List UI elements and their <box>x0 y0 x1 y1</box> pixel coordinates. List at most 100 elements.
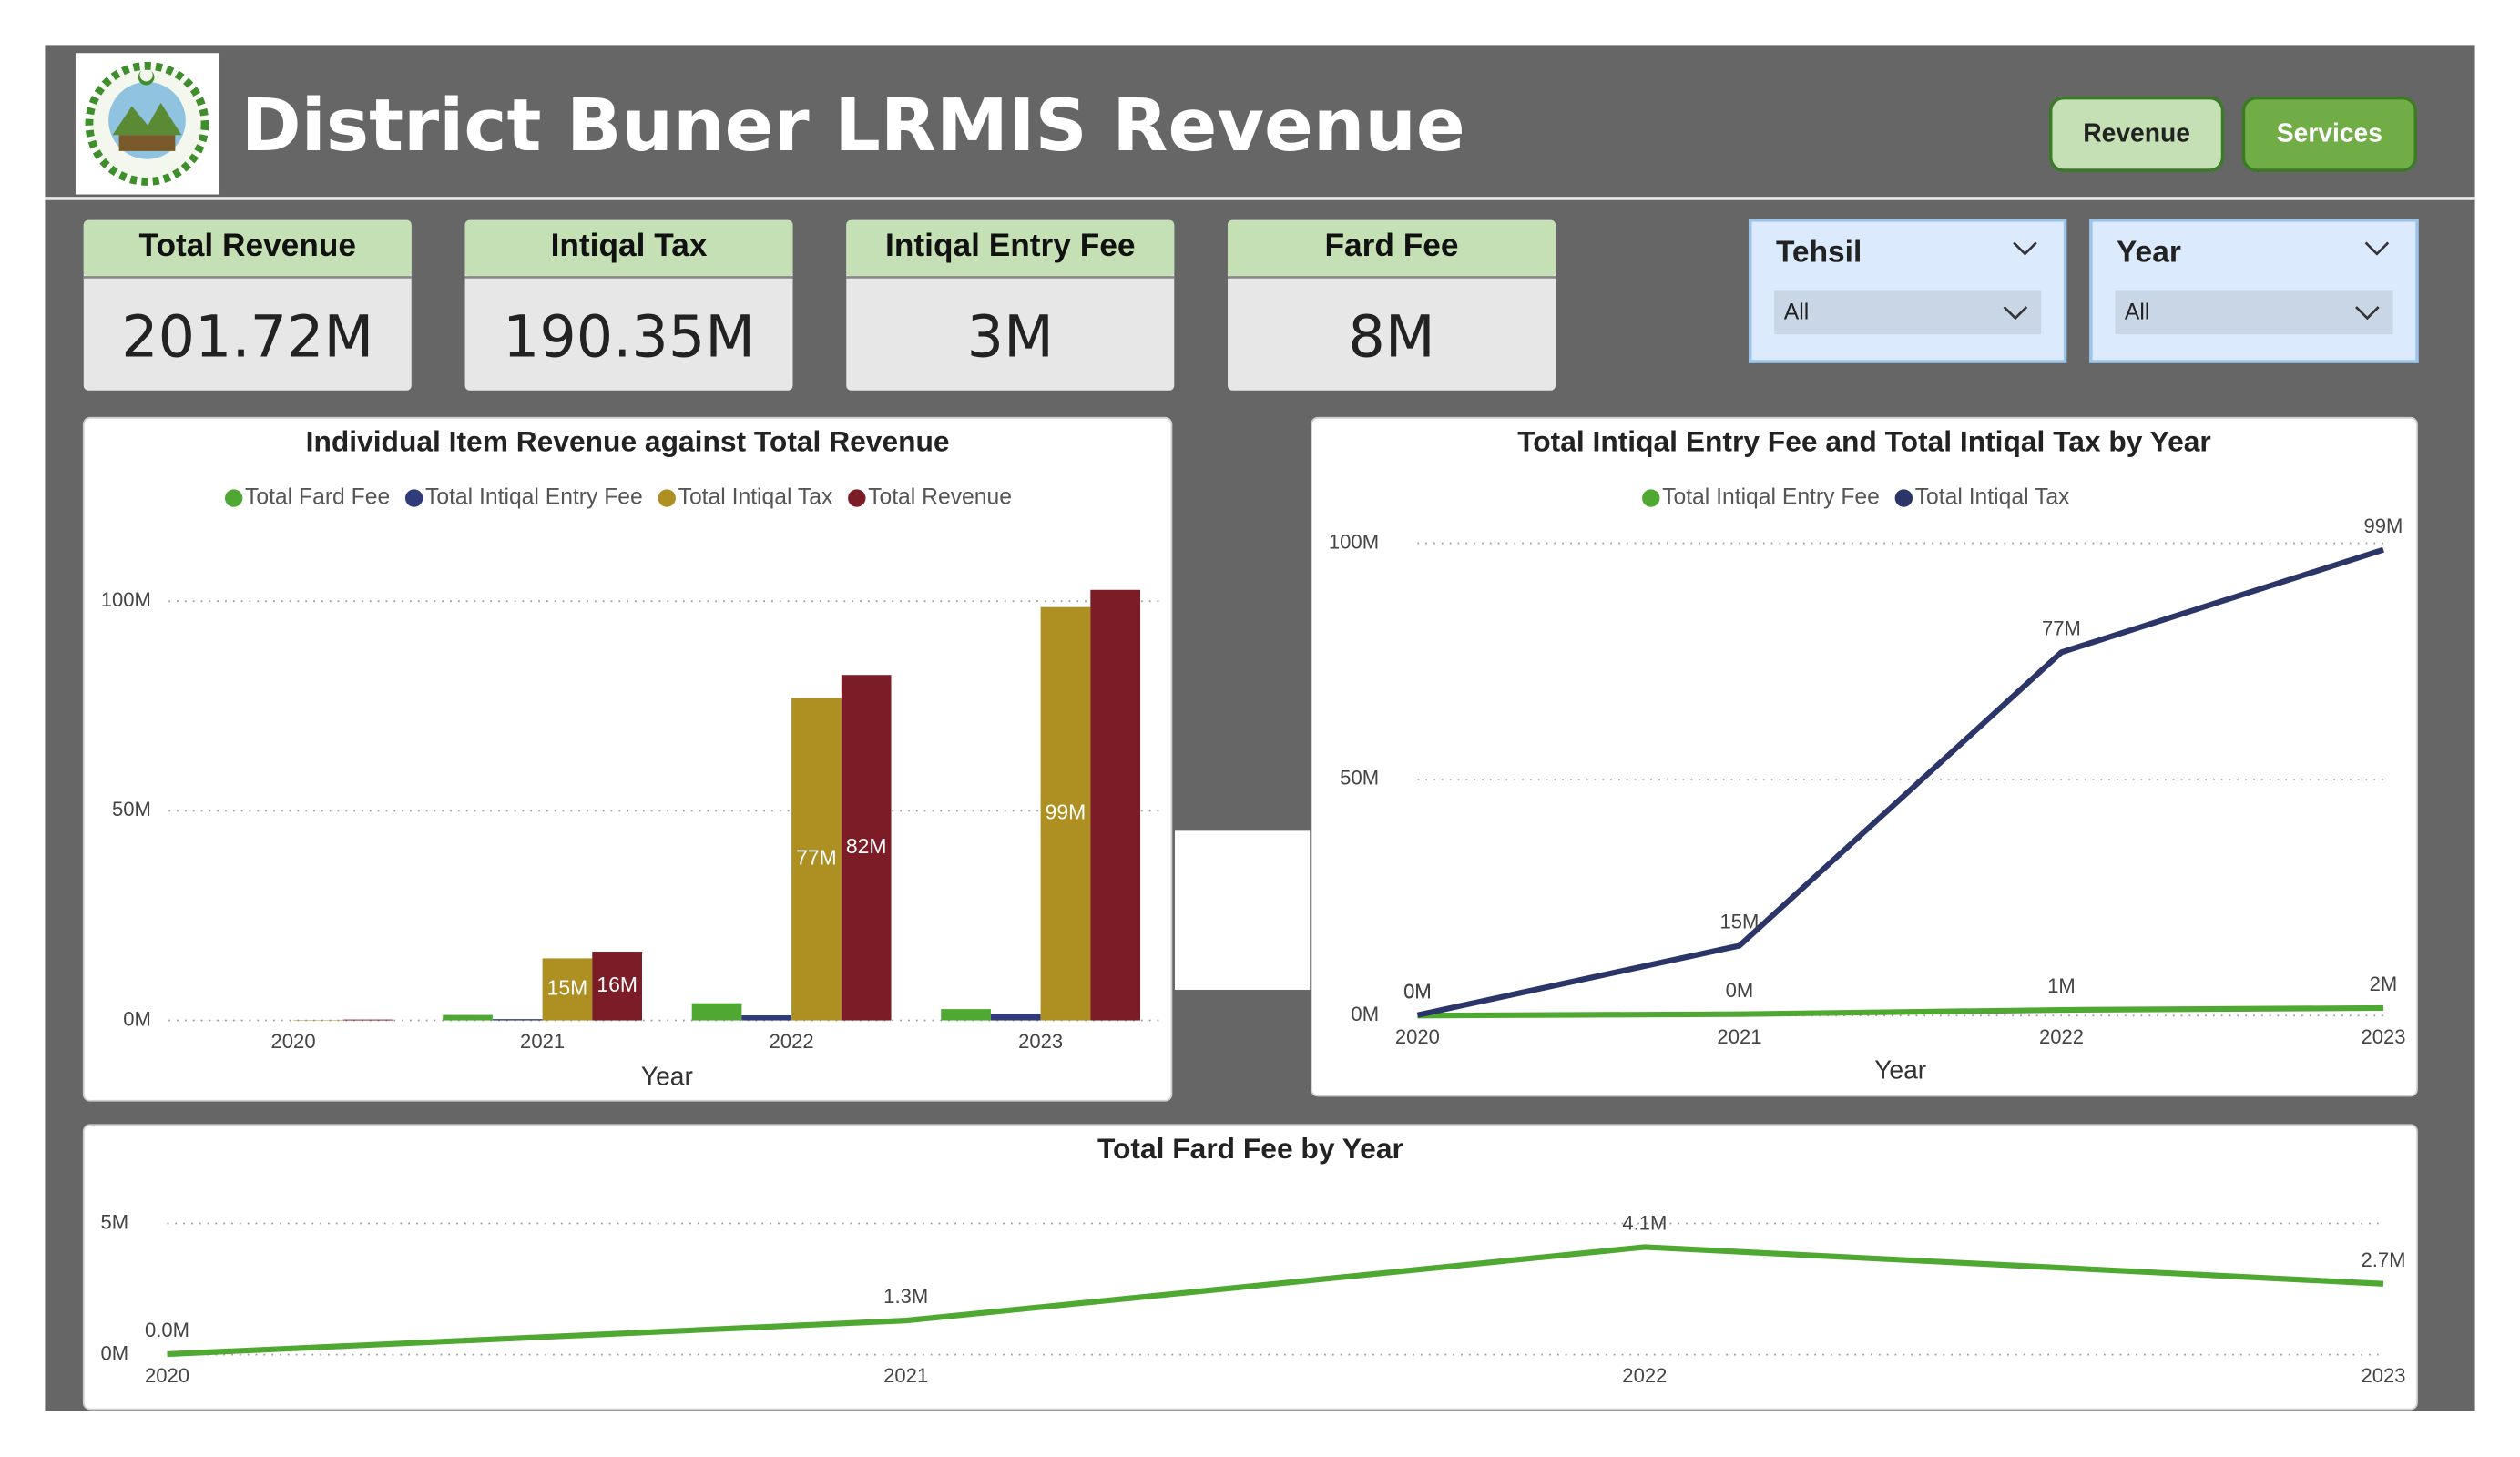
x-tick-label: 2020 <box>271 1030 316 1053</box>
bar <box>492 1019 543 1021</box>
bar <box>592 952 642 1021</box>
chart-panel <box>82 416 1173 1102</box>
line-data-label: 77M <box>2042 616 2081 639</box>
button-label[interactable]: Services <box>2277 118 2382 148</box>
x-tick-label: 2023 <box>2361 1025 2405 1048</box>
card-value: 3M <box>967 303 1054 371</box>
legend-label: Total Intiqal Tax <box>1915 485 2070 510</box>
card-header <box>83 219 412 277</box>
chart-title: Total Fard Fee by Year <box>1097 1132 1403 1165</box>
dropdown-bg[interactable] <box>1774 290 2042 335</box>
card-header <box>464 219 793 277</box>
line-data-label: 2M <box>2370 973 2398 995</box>
card-label: Fard Fee <box>1324 228 1458 263</box>
nav-button[interactable]: Revenue <box>2048 96 2225 172</box>
legend: Total Intiqal Entry Fee Total Intiqal Tax <box>1642 485 2070 510</box>
nav-button[interactable]: Services <box>2241 96 2418 172</box>
chart: Total Fard Fee by Year 0M 5M 2020 2021 2022 20… <box>82 1124 2418 1411</box>
slicer-label: Tehsil <box>1776 236 1862 270</box>
dropdown-value[interactable]: All <box>1784 301 1809 325</box>
y-tick-label: 0M <box>123 1007 151 1030</box>
x-tick-label: 2021 <box>883 1364 928 1387</box>
x-tick-label: 2022 <box>2039 1025 2084 1048</box>
card-label: Intiqal Entry Fee <box>885 228 1135 263</box>
dropdown-value[interactable]: All <box>2125 301 2149 325</box>
y-tick-label: 0M <box>1351 1003 1379 1025</box>
line-data-label: 0.0M <box>145 1319 189 1341</box>
chart-panel <box>82 1124 2418 1411</box>
button-bg[interactable] <box>2241 96 2418 172</box>
bar <box>1090 589 1141 1021</box>
legend-label: Total Revenue <box>868 485 1012 510</box>
y-tick-label: 100M <box>1329 530 1379 553</box>
bar <box>691 1003 742 1021</box>
legend-label: Total Fard Fee <box>245 485 390 510</box>
line-data-label: 99M <box>2364 515 2403 537</box>
card-value: 8M <box>1348 303 1434 371</box>
line-data-label: 4.1M <box>1622 1212 1667 1235</box>
line-series <box>1416 546 2384 1018</box>
chart-title: Total Intiqal Entry Fee and Total Intiqa… <box>1517 424 2211 457</box>
slicer-chevron <box>2013 241 2037 256</box>
bar <box>443 1014 493 1021</box>
line-data-label: 1M <box>2047 974 2076 997</box>
legend-marker <box>848 489 866 507</box>
logo <box>75 53 219 195</box>
dropdown-bg[interactable] <box>2115 290 2393 335</box>
line-series <box>1417 1004 2384 1019</box>
line-data-label: 0M <box>1726 979 1754 1002</box>
chart-title: Individual Item Revenue against Total Re… <box>306 424 950 457</box>
card-header <box>1228 219 1556 277</box>
x-tick-label: 2022 <box>770 1030 814 1053</box>
legend-label: Total Intiqal Entry Fee <box>425 485 643 510</box>
dashboard-title: District Buner LRMIS Revenue <box>241 83 1465 168</box>
chart: Individual Item Revenue against Total Re… <box>82 416 1173 1102</box>
bar-data-label: 77M <box>796 846 837 870</box>
bar <box>791 698 842 1021</box>
bar <box>342 1019 393 1021</box>
legend-marker <box>658 489 676 507</box>
x-tick-label: 2021 <box>1717 1025 1761 1048</box>
legend-marker <box>1642 489 1660 507</box>
button-label[interactable]: Revenue <box>2083 118 2190 148</box>
bar <box>741 1015 792 1021</box>
y-tick-label: 5M <box>101 1210 129 1233</box>
y-tick-label: 100M <box>101 588 151 611</box>
line-data-label: 15M <box>1720 911 1760 933</box>
blank-visual <box>1174 830 1311 991</box>
slicer-chevron <box>2364 241 2390 256</box>
x-axis-title: Year <box>641 1062 693 1091</box>
y-tick-label: 50M <box>1340 767 1379 790</box>
line-data-label: 0M <box>1403 980 1432 1003</box>
line-data-label: 2.7M <box>2361 1248 2405 1271</box>
dropdown-chevron[interactable] <box>2355 306 2380 321</box>
x-tick-label: 2022 <box>1622 1364 1667 1387</box>
x-tick-label: 2020 <box>145 1364 189 1387</box>
slicer-dropdown[interactable]: All <box>2115 290 2393 335</box>
card-value: 190.35M <box>503 303 755 371</box>
legend-marker <box>1894 489 1913 507</box>
legend: Total Fard Fee Total Intiqal Entry Fee Tot… <box>224 485 1012 510</box>
line-series <box>167 1244 2384 1358</box>
x-tick-label: 2023 <box>1018 1030 1063 1053</box>
chart: Total Intiqal Entry Fee and Total Intiqa… <box>1311 416 2418 1097</box>
card-header <box>846 219 1175 277</box>
x-tick-label: 2021 <box>520 1030 565 1053</box>
x-tick-label: 2023 <box>2361 1364 2405 1387</box>
line-data-label: 1.3M <box>883 1285 928 1308</box>
bar-data-label: 15M <box>547 976 588 1000</box>
button-bg[interactable] <box>2048 96 2225 172</box>
card-value: 201.72M <box>121 303 373 371</box>
slicer-dropdown[interactable]: All <box>1774 290 2042 335</box>
y-tick-label: 50M <box>112 798 151 820</box>
y-tick-label: 0M <box>101 1341 129 1364</box>
chart-panel <box>1311 416 2418 1097</box>
x-axis-title: Year <box>1874 1055 1926 1084</box>
bar <box>941 1009 991 1021</box>
x-tick-label: 2020 <box>1395 1025 1440 1048</box>
bar-data-label: 99M <box>1046 800 1087 824</box>
line-data-label: 0M <box>1403 980 1432 1003</box>
dropdown-chevron[interactable] <box>2003 306 2028 321</box>
card-label: Total Revenue <box>139 228 357 263</box>
